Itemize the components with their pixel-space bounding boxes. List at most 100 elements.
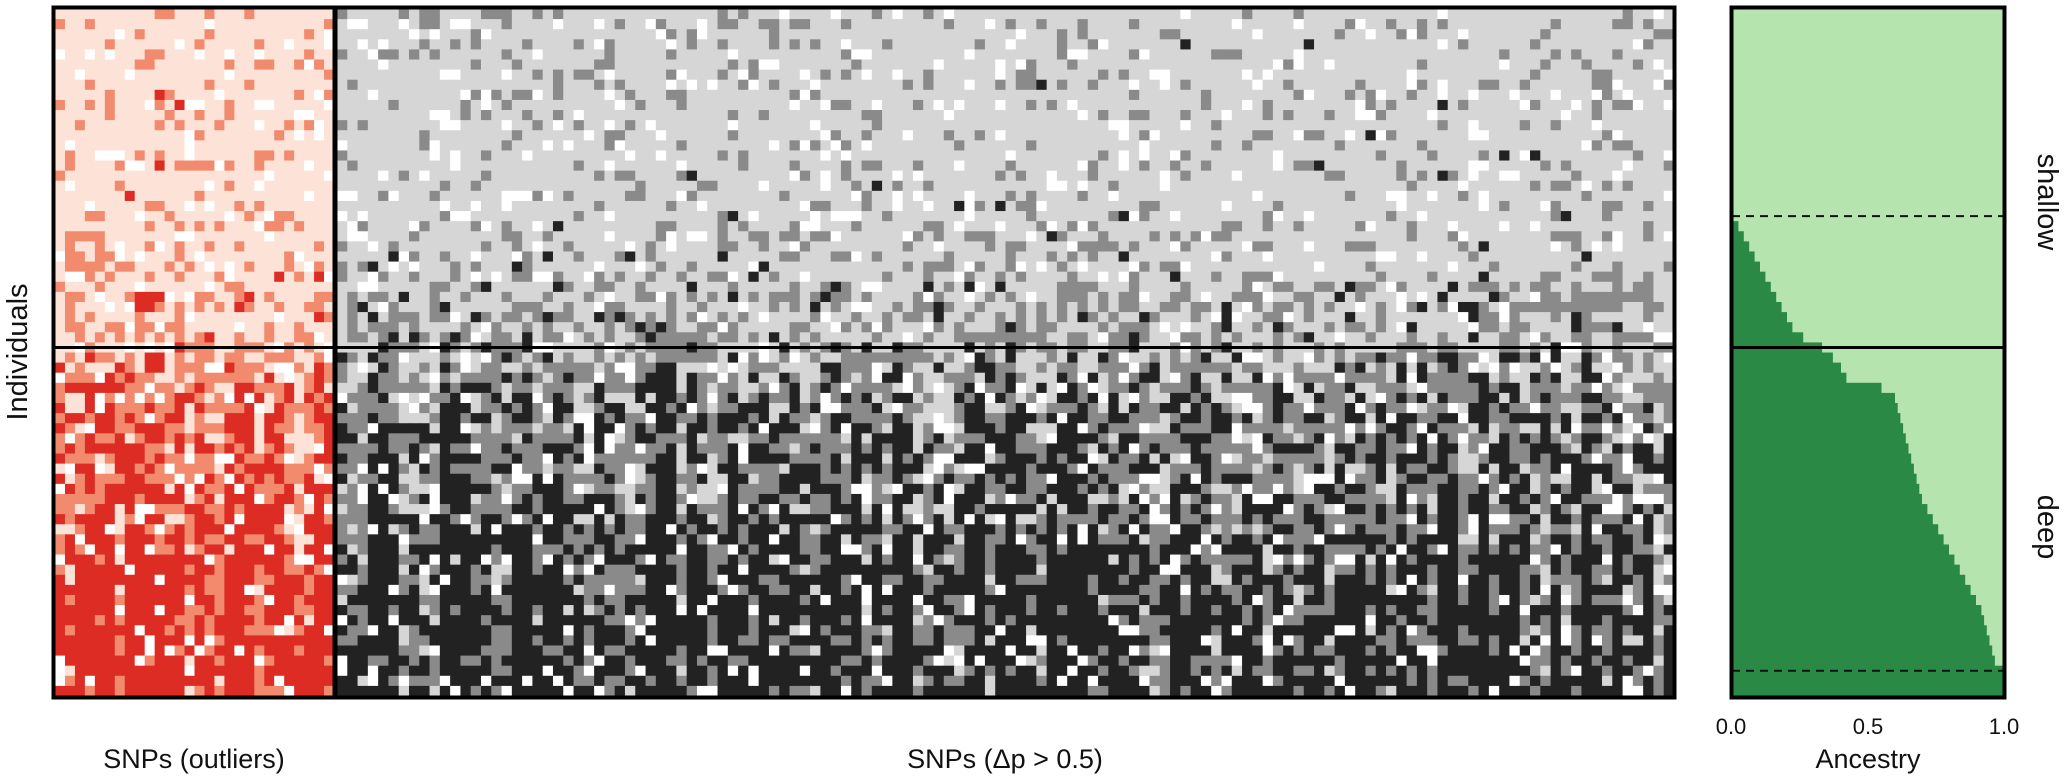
genotype-cell — [324, 524, 335, 535]
genotype-cell — [1262, 79, 1274, 91]
genotype-cell — [1067, 200, 1079, 212]
genotype-cell — [1458, 190, 1469, 202]
genotype-cell — [294, 413, 305, 424]
genotype-cell — [55, 301, 66, 313]
genotype-cell — [204, 261, 216, 273]
genotype-cell — [1437, 140, 1449, 152]
genotype-cell — [573, 29, 585, 40]
genotype-cell — [144, 625, 156, 636]
genotype-cell — [174, 29, 186, 40]
genotype-cell — [1211, 99, 1223, 111]
genotype-cell — [1170, 29, 1181, 40]
genotype-cell — [347, 69, 359, 81]
genotype-cell — [1612, 59, 1624, 71]
genotype-cell — [388, 29, 400, 40]
genotype-cell — [563, 160, 575, 172]
genotype-cell — [1159, 9, 1171, 20]
genotype-cell — [604, 190, 616, 202]
genotype-cell — [304, 261, 315, 273]
genotype-cell — [995, 89, 1007, 101]
genotype-cell — [1067, 190, 1079, 202]
genotype-cell — [84, 493, 96, 505]
genotype-cell — [573, 160, 585, 172]
genotype-cell — [748, 39, 760, 51]
genotype-cell — [840, 200, 852, 212]
genotype-cell — [789, 9, 801, 20]
genotype-cell — [419, 170, 431, 182]
genotype-cell — [1067, 89, 1079, 101]
genotype-cell — [194, 473, 206, 485]
genotype-cell — [164, 170, 176, 182]
genotype-cell — [194, 403, 206, 414]
genotype-cell — [1355, 39, 1367, 51]
genotype-cell — [779, 160, 791, 172]
genotype-cell — [583, 19, 595, 30]
genotype-cell — [1293, 130, 1305, 141]
genotype-cell — [799, 241, 811, 253]
genotype-cell — [943, 190, 955, 202]
genotype-cell — [450, 170, 462, 182]
genotype-cell — [522, 29, 533, 40]
genotype-cell — [304, 403, 315, 414]
genotype-cell — [511, 89, 523, 101]
genotype-cell — [655, 19, 667, 30]
genotype-cell — [84, 625, 96, 636]
genotype-cell — [954, 160, 965, 172]
genotype-cell — [511, 29, 523, 40]
genotype-cell — [1509, 29, 1521, 40]
genotype-cell — [264, 554, 275, 566]
genotype-cell — [748, 49, 760, 61]
genotype-cell — [1036, 39, 1048, 51]
genotype-cell — [94, 190, 106, 202]
genotype-cell — [184, 362, 196, 374]
genotype-cell — [1149, 140, 1161, 152]
genotype-cell — [264, 413, 275, 424]
genotype-cell — [820, 231, 832, 242]
genotype-cell — [64, 190, 76, 202]
genotype-cell — [1468, 221, 1480, 232]
genotype-cell — [284, 231, 295, 242]
genotype-cell — [1375, 39, 1387, 51]
genotype-cell — [174, 615, 186, 626]
genotype-cell — [244, 29, 255, 40]
genotype-cell — [264, 574, 275, 586]
genotype-cell — [388, 200, 400, 212]
genotype-cell — [1653, 29, 1665, 40]
genotype-cell — [304, 625, 315, 636]
genotype-cell — [1056, 99, 1068, 111]
genotype-cell — [1468, 69, 1480, 81]
genotype-cell — [563, 69, 575, 81]
genotype-cell — [234, 574, 245, 586]
genotype-cell — [511, 241, 523, 253]
genotype-cell — [337, 170, 348, 182]
genotype-cell — [347, 221, 359, 232]
genotype-cell — [1478, 39, 1490, 51]
genotype-cell — [1530, 120, 1541, 131]
genotype-cell — [1231, 150, 1243, 162]
genotype-cell — [1427, 130, 1439, 141]
genotype-cell — [324, 130, 335, 141]
genotype-cell — [1550, 150, 1562, 162]
genotype-cell — [388, 120, 400, 131]
genotype-cell — [1602, 200, 1613, 212]
genotype-cell — [244, 281, 255, 293]
genotype-cell — [995, 200, 1007, 212]
genotype-cell — [861, 231, 873, 242]
genotype-cell — [1499, 140, 1511, 152]
genotype-cell — [224, 291, 235, 303]
genotype-cell — [94, 9, 106, 20]
genotype-cell — [614, 190, 626, 202]
genotype-cell — [995, 79, 1007, 91]
genotype-cell — [304, 59, 315, 71]
genotype-cell — [635, 170, 647, 182]
genotype-cell — [184, 615, 196, 626]
genotype-cell — [94, 675, 106, 687]
genotype-cell — [274, 352, 285, 364]
genotype-cell — [1560, 170, 1572, 182]
genotype-cell — [419, 241, 431, 253]
genotype-cell — [1242, 19, 1253, 30]
genotype-cell — [984, 19, 996, 30]
genotype-cell — [943, 9, 955, 20]
genotype-cell — [1581, 160, 1593, 172]
genotype-cell — [84, 453, 96, 465]
